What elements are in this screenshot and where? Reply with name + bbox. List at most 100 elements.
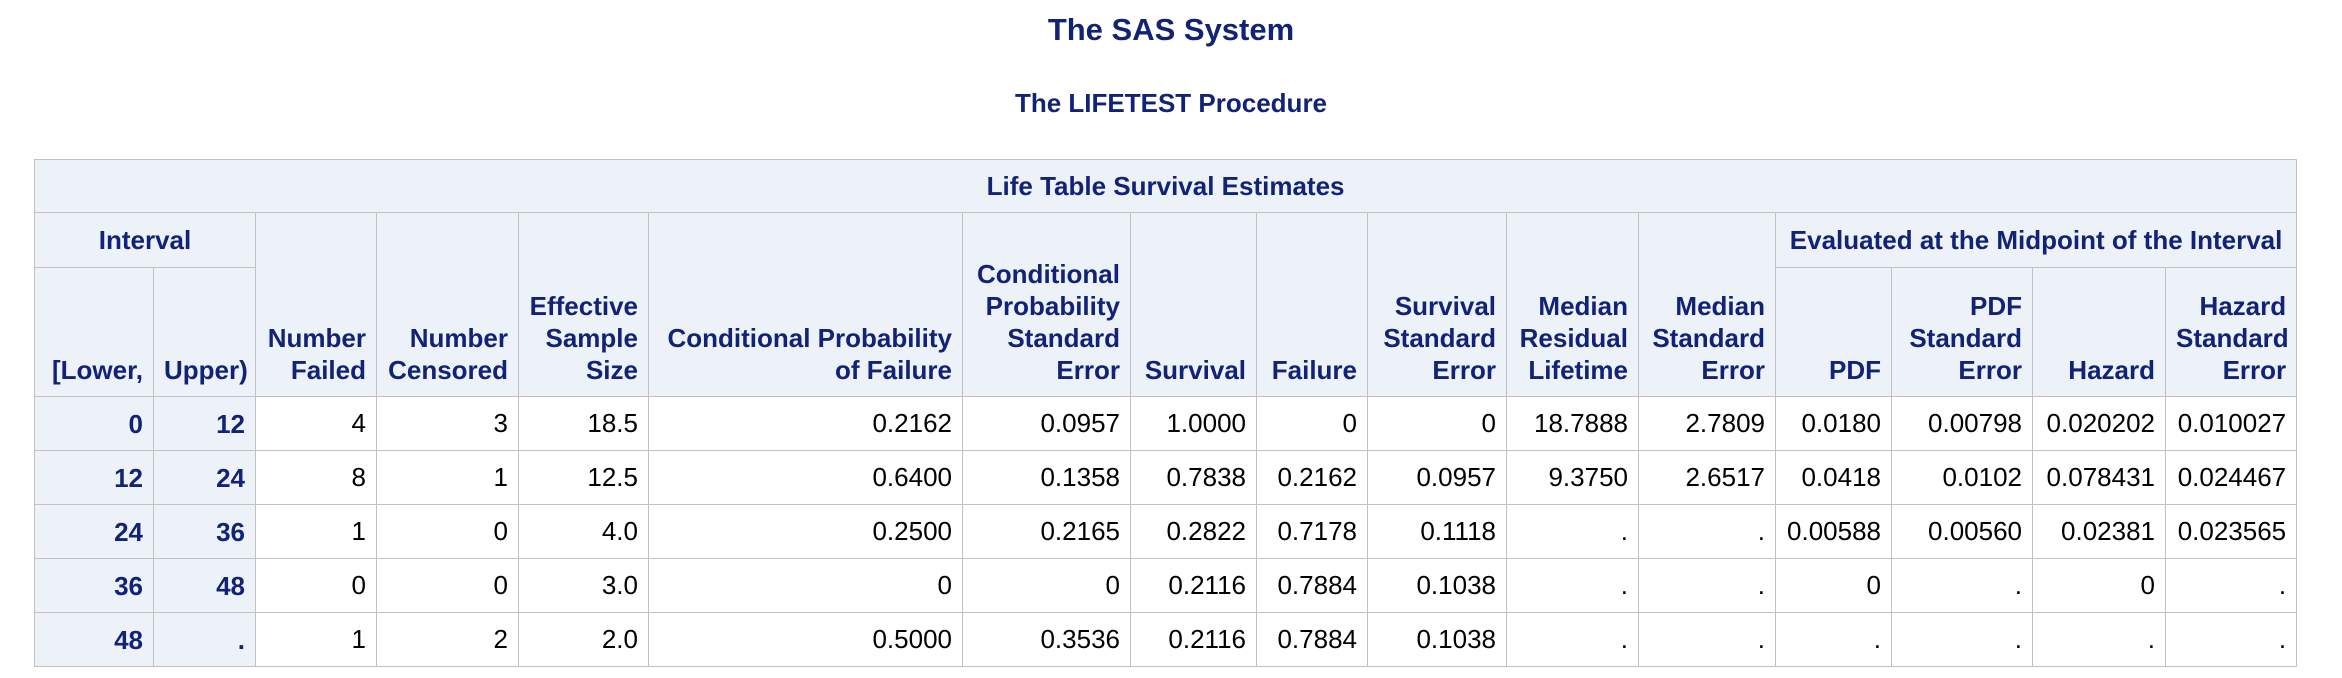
table-cell: 4.0 — [518, 504, 649, 559]
table-cell: 0.078431 — [2032, 450, 2166, 505]
table-cell: 2.6517 — [1638, 450, 1776, 505]
column-header: Number Failed — [255, 212, 377, 397]
table-cell: 0 — [376, 558, 519, 613]
table-cell: 0.00560 — [1891, 504, 2033, 559]
table-cell: 12.5 — [518, 450, 649, 505]
interval-cell: 36 — [34, 558, 154, 613]
column-header: Conditional Probability of Failure — [648, 212, 963, 397]
table-cell: 0.010027 — [2164, 396, 2298, 451]
table-cell: 2 — [376, 612, 519, 667]
table-cell: 0.7838 — [1130, 450, 1257, 505]
table-cell: 2.7809 — [1638, 396, 1776, 451]
table-caption: Life Table Survival Estimates — [33, 159, 2298, 213]
table-cell: 1.0000 — [1130, 396, 1257, 451]
table-cell: 0.2116 — [1130, 612, 1257, 667]
life-table: Life Table Survival Estimates Interval N… — [33, 159, 2298, 667]
midpoint-group-header: Evaluated at the Midpoint of the Interva… — [1774, 212, 2298, 268]
column-header: Survival — [1130, 212, 1257, 397]
table-cell: . — [1891, 558, 2033, 613]
column-header: Median Standard Error — [1638, 212, 1776, 397]
interval-cell: 0 — [34, 396, 154, 451]
table-cell: 0.5000 — [648, 612, 963, 667]
table-cell: 0.2165 — [962, 504, 1131, 559]
column-header: Hazard Standard Error — [2164, 267, 2298, 397]
table-cell: 18.5 — [518, 396, 649, 451]
table-cell: . — [1506, 558, 1639, 613]
table-cell: 8 — [255, 450, 377, 505]
table-cell: 1 — [376, 450, 519, 505]
table-cell: 0 — [1367, 396, 1507, 451]
table-cell: 0.0957 — [962, 396, 1131, 451]
table-cell: 1 — [255, 504, 377, 559]
table-cell: 0 — [376, 504, 519, 559]
column-header: Hazard — [2032, 267, 2166, 397]
page-title: The SAS System — [1047, 12, 1295, 47]
interval-cell: . — [153, 612, 256, 667]
table-cell: 0.7178 — [1256, 504, 1368, 559]
table-cell: 0.1038 — [1367, 558, 1507, 613]
table-cell: 0.020202 — [2032, 396, 2166, 451]
table-cell: 0 — [1256, 396, 1368, 451]
column-header: Number Censored — [376, 212, 519, 397]
column-header: Conditional Probability Standard Error — [962, 212, 1131, 397]
table-cell: . — [1506, 612, 1639, 667]
table-cell: 0.023565 — [2164, 504, 2298, 559]
column-header: Effective Sample Size — [518, 212, 649, 397]
procedure-subtitle: The LIFETEST Procedure — [1014, 88, 1328, 118]
table-cell: 3.0 — [518, 558, 649, 613]
table-cell: 0 — [2032, 558, 2166, 613]
table-cell: 0.3536 — [962, 612, 1131, 667]
column-header: PDF — [1775, 267, 1892, 397]
table-cell: 0.1118 — [1367, 504, 1507, 559]
table-cell: 0.0957 — [1367, 450, 1507, 505]
table-cell: 1 — [255, 612, 377, 667]
table-cell: 0 — [255, 558, 377, 613]
table-row: 36 48 0 0 3.0 0 0 0.2116 0.7884 0.1038.. 0. 0. — [34, 558, 2298, 613]
interval-cell: 48 — [34, 612, 154, 667]
table-cell: 0.7884 — [1256, 612, 1368, 667]
table-cell: 18.7888 — [1506, 396, 1639, 451]
table-cell: 0.7884 — [1256, 558, 1368, 613]
table-cell: 0.024467 — [2164, 450, 2298, 505]
table-row: 24 36 1 0 4.0 0.2500 0.2165 0.2822 0.7178 0.1118.… — [34, 504, 2298, 559]
table-cell: 0.2822 — [1130, 504, 1257, 559]
table-cell: 0.0418 — [1775, 450, 1892, 505]
table-cell: 0.0180 — [1775, 396, 1892, 451]
table-cell: . — [1506, 504, 1639, 559]
table-cell: . — [1638, 558, 1776, 613]
table-cell: 0.2116 — [1130, 558, 1257, 613]
table-cell: 0.02381 — [2032, 504, 2166, 559]
table-row: 12 24 8 1 12.5 0.6400 0.1358 0.7838 0.2162 0.0957… — [34, 450, 2298, 505]
column-header: Upper) — [153, 267, 256, 397]
column-header: Survival Standard Error — [1367, 212, 1507, 397]
table-cell: 0.2162 — [648, 396, 963, 451]
table-cell: 0 — [648, 558, 963, 613]
interval-cell: 48 — [153, 558, 256, 613]
interval-group-header: Interval — [34, 212, 256, 268]
table-cell: 2.0 — [518, 612, 649, 667]
table-cell: 0.0102 — [1891, 450, 2033, 505]
table-cell: 0 — [1775, 558, 1892, 613]
table-cell: 0 — [962, 558, 1131, 613]
table-cell: 3 — [376, 396, 519, 451]
column-header: Failure — [1256, 212, 1368, 397]
table-cell: 0.1038 — [1367, 612, 1507, 667]
interval-cell: 12 — [34, 450, 154, 505]
column-header: [Lower, — [34, 267, 154, 397]
column-header: PDF Standard Error — [1891, 267, 2033, 397]
interval-cell: 12 — [153, 396, 256, 451]
interval-cell: 36 — [153, 504, 256, 559]
table-cell: . — [1638, 504, 1776, 559]
table-cell: 4 — [255, 396, 377, 451]
table-cell: 0.6400 — [648, 450, 963, 505]
table-cell: . — [2164, 558, 2298, 613]
table-cell: . — [2032, 612, 2166, 667]
table-cell: 0.00588 — [1775, 504, 1892, 559]
table-cell: . — [2164, 612, 2298, 667]
table-row: 0 12 4 3 18.5 0.2162 0.0957 1.0000 0 0 18.7888 2.78… — [34, 396, 2298, 451]
table-cell: 0.1358 — [962, 450, 1131, 505]
column-header: Median Residual Lifetime — [1506, 212, 1639, 397]
table-cell: 0.00798 — [1891, 396, 2033, 451]
table-cell: 9.3750 — [1506, 450, 1639, 505]
interval-cell: 24 — [34, 504, 154, 559]
